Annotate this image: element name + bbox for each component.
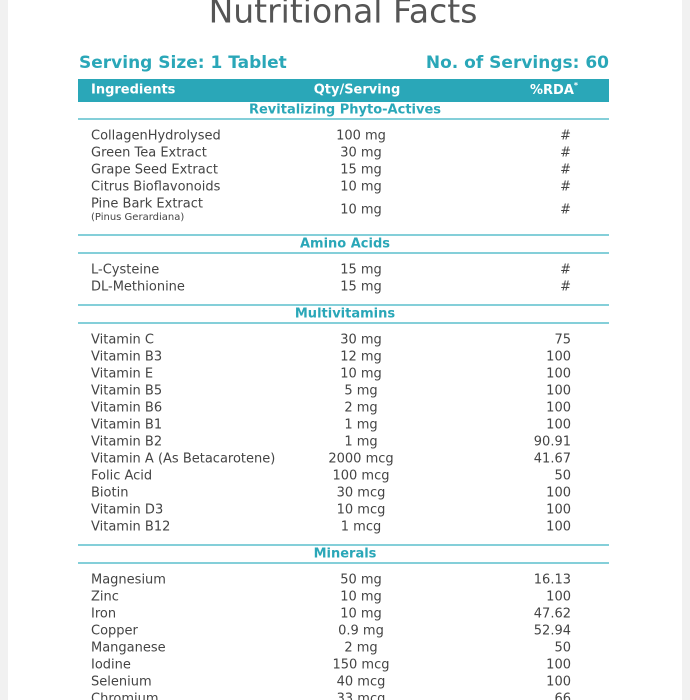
ingredient-name: Magnesium	[91, 573, 166, 588]
rda: 52.94	[534, 624, 571, 639]
footnote-mark: *	[574, 81, 579, 90]
rda: 100	[546, 675, 571, 690]
quantity: 2 mg	[344, 641, 377, 656]
ingredient-name: Chromium	[91, 692, 159, 700]
ingredient-name: CollagenHydrolysed	[91, 129, 221, 144]
rda: #	[560, 263, 571, 278]
quantity: 15 mg	[340, 163, 382, 178]
ingredient-name: Vitamin A (As Betacarotene)	[91, 452, 275, 467]
column-header: %RDA*	[530, 81, 579, 98]
quantity: 150 mcg	[332, 658, 389, 673]
ingredient-name: Biotin	[91, 486, 128, 501]
rda: 47.62	[534, 607, 571, 622]
ingredient-name: Vitamin B1	[91, 418, 162, 433]
quantity: 15 mg	[340, 263, 382, 278]
quantity: 10 mg	[340, 367, 382, 382]
section-title: Minerals	[314, 547, 377, 562]
ingredient-name: Zinc	[91, 590, 119, 605]
section-title: Multivitamins	[295, 307, 395, 322]
ingredient-note: (Pinus Gerardiana)	[91, 212, 184, 223]
quantity: 0.9 mg	[338, 624, 384, 639]
quantity: 40 mcg	[337, 675, 386, 690]
quantity: 1 mcg	[341, 520, 381, 535]
rda: 100	[546, 486, 571, 501]
column-header: %RDA	[530, 83, 574, 98]
rda: #	[560, 129, 571, 144]
quantity: 100 mg	[336, 129, 386, 144]
quantity: 5 mg	[344, 384, 377, 399]
serving-size: Serving Size: 1 Tablet	[79, 53, 287, 73]
ingredient-name: Vitamin C	[91, 333, 154, 348]
quantity: 100 mcg	[332, 469, 389, 484]
quantity: 30 mg	[340, 333, 382, 348]
ingredient-name: L-Cysteine	[91, 263, 159, 278]
ingredient-name: Iron	[91, 607, 116, 622]
rda: #	[560, 280, 571, 295]
rda: 41.67	[534, 452, 571, 467]
rda: 75	[554, 333, 571, 348]
quantity: 15 mg	[340, 280, 382, 295]
servings: No. of Servings: 60	[426, 53, 609, 73]
quantity: 30 mg	[340, 146, 382, 161]
ingredient-name: Vitamin B6	[91, 401, 162, 416]
section-title: Amino Acids	[300, 237, 390, 252]
rda: 100	[546, 658, 571, 673]
ingredient-name: Vitamin E	[91, 367, 153, 382]
rda: 90.91	[534, 435, 571, 450]
ingredient-name: Copper	[91, 624, 139, 639]
left-edge	[0, 0, 8, 700]
ingredient-name: Iodine	[91, 658, 131, 673]
ingredient-name: Selenium	[91, 675, 152, 690]
rda: 100	[546, 384, 571, 399]
ingredient-name: Vitamin B2	[91, 435, 162, 450]
page-title: Nutritional Facts	[209, 0, 478, 31]
rda: #	[560, 146, 571, 161]
ingredient-name: Green Tea Extract	[91, 146, 207, 161]
quantity: 10 mg	[340, 180, 382, 195]
ingredient-name: Vitamin B12	[91, 520, 170, 535]
rda: 100	[546, 418, 571, 433]
quantity: 2 mg	[344, 401, 377, 416]
rda: #	[560, 163, 571, 178]
section-title: Revitalizing Phyto-Actives	[249, 103, 441, 118]
quantity: 30 mcg	[337, 486, 386, 501]
column-header: Qty/Serving	[314, 83, 401, 98]
ingredient-name: Folic Acid	[91, 469, 152, 484]
rda: 100	[546, 503, 571, 518]
rda: 100	[546, 590, 571, 605]
quantity: 50 mg	[340, 573, 382, 588]
right-edge	[682, 0, 690, 700]
ingredient-name: Vitamin D3	[91, 503, 163, 518]
quantity: 1 mg	[344, 418, 377, 433]
quantity: 33 mcg	[337, 692, 386, 700]
quantity: 12 mg	[340, 350, 382, 365]
rda: 100	[546, 350, 571, 365]
quantity: 2000 mcg	[328, 452, 393, 467]
ingredient-name: DL-Methionine	[91, 280, 185, 295]
header-bar	[78, 79, 609, 102]
rda: 66	[554, 692, 571, 700]
rda: 16.13	[534, 573, 571, 588]
column-header: Ingredients	[91, 83, 176, 98]
rda: #	[560, 180, 571, 195]
rda: 100	[546, 401, 571, 416]
rda: 100	[546, 367, 571, 382]
ingredient-name: Grape Seed Extract	[91, 163, 218, 178]
rda: 50	[554, 641, 571, 656]
rda: 50	[554, 469, 571, 484]
ingredient-name: Vitamin B3	[91, 350, 162, 365]
ingredient-name: Citrus Bioflavonoids	[91, 180, 221, 195]
ingredient-name: Manganese	[91, 641, 166, 656]
quantity: 10 mg	[340, 203, 382, 218]
quantity: 10 mg	[340, 590, 382, 605]
ingredient-name: Pine Bark Extract	[91, 197, 203, 212]
quantity: 10 mcg	[337, 503, 386, 518]
quantity: 1 mg	[344, 435, 377, 450]
quantity: 10 mg	[340, 607, 382, 622]
ingredient-name: Vitamin B5	[91, 384, 162, 399]
rda: #	[560, 203, 571, 218]
rda: 100	[546, 520, 571, 535]
